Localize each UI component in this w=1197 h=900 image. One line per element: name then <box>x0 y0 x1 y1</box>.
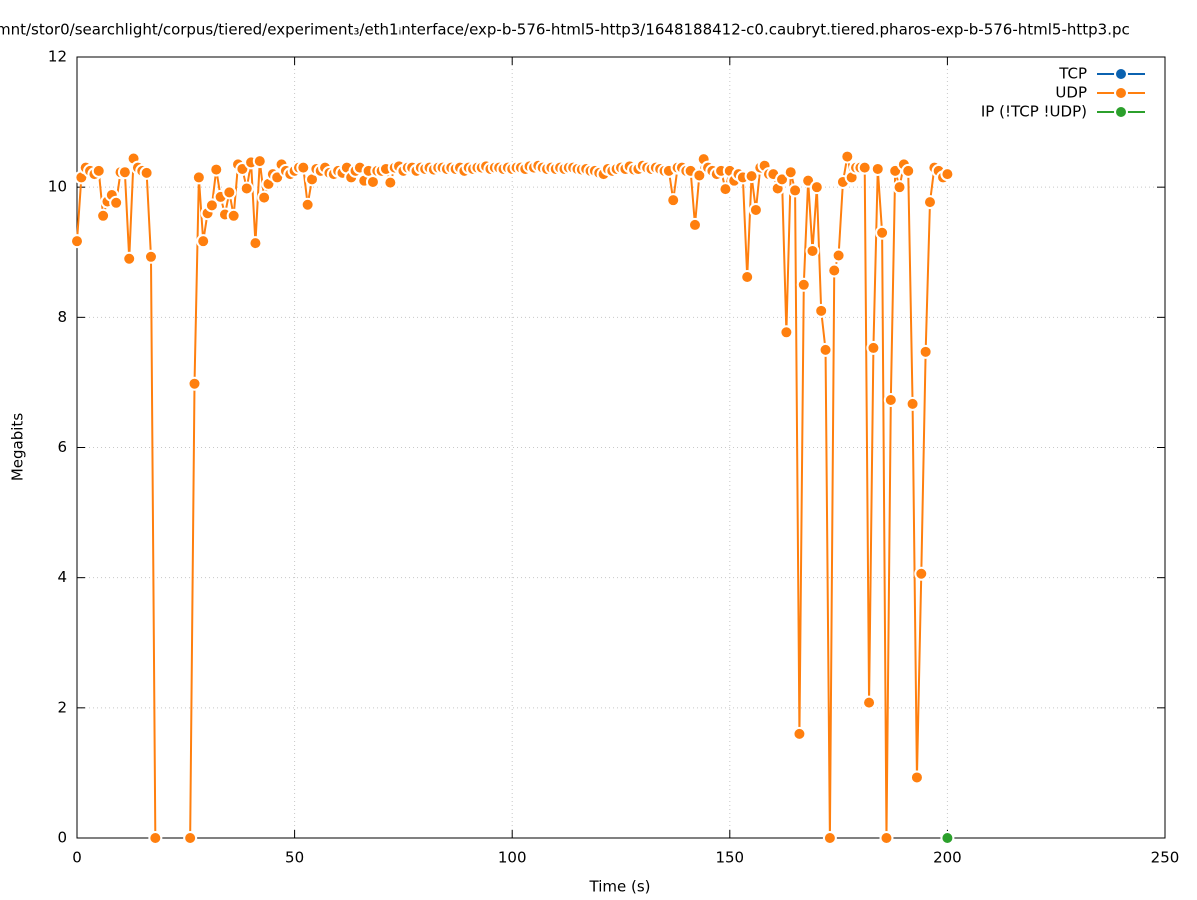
data-point <box>296 160 311 175</box>
legend-label: TCP <box>1058 65 1087 83</box>
data-point <box>117 165 132 180</box>
data-point <box>892 180 907 195</box>
y-tick-label: 12 <box>48 48 67 66</box>
data-point <box>818 342 833 357</box>
data-point <box>870 161 885 176</box>
x-tick-label: 100 <box>498 849 527 867</box>
x-tick-label: 150 <box>715 849 744 867</box>
x-tick-label: 200 <box>933 849 962 867</box>
data-point <box>204 198 219 213</box>
data-point <box>226 208 241 223</box>
data-point <box>666 193 681 208</box>
data-point <box>209 162 224 177</box>
data-point <box>740 269 755 284</box>
data-point <box>822 831 837 845</box>
chart-title: mnt/stor0/searchlight/corpus/tiered/expe… <box>0 21 1130 39</box>
data-point <box>143 249 158 264</box>
data-point <box>814 303 829 318</box>
data-point <box>805 243 820 258</box>
data-point <box>809 180 824 195</box>
data-point <box>940 831 955 845</box>
data-point <box>239 181 254 196</box>
y-tick-label: 2 <box>57 698 67 716</box>
data-point <box>252 154 267 169</box>
data-point <box>779 325 794 340</box>
data-point <box>792 726 807 741</box>
plot-frame <box>76 56 1166 839</box>
data-point <box>91 163 106 178</box>
x-tick-label: 50 <box>285 849 304 867</box>
legend-label: UDP <box>1055 84 1087 102</box>
x-tick-label: 0 <box>72 849 82 867</box>
legend-label: IP (!TCP !UDP) <box>981 103 1087 121</box>
data-point <box>901 163 916 178</box>
data-point <box>196 234 211 249</box>
data-point <box>191 170 206 185</box>
data-point <box>248 236 263 251</box>
data-point <box>840 149 855 164</box>
legend-marker <box>1114 86 1128 100</box>
y-tick-label: 10 <box>48 178 67 196</box>
data-point <box>718 182 733 197</box>
data-point <box>879 831 894 845</box>
data-point <box>857 160 872 175</box>
y-tick-label: 6 <box>57 438 67 456</box>
data-point <box>862 695 877 710</box>
data-point <box>831 248 846 263</box>
data-point <box>744 169 759 184</box>
data-point <box>222 185 237 200</box>
data-point <box>300 197 315 212</box>
data-point <box>827 263 842 278</box>
legend-marker <box>1114 105 1128 119</box>
data-point <box>883 392 898 407</box>
data-point <box>922 195 937 210</box>
data-point <box>139 165 154 180</box>
data-point <box>775 172 790 187</box>
y-tick-label: 0 <box>57 829 67 847</box>
data-point <box>918 344 933 359</box>
data-point <box>875 225 890 240</box>
y-axis-label: Megabits <box>9 413 27 481</box>
data-point <box>788 183 803 198</box>
data-point <box>796 277 811 292</box>
data-point <box>70 234 84 249</box>
y-tick-label: 8 <box>57 308 67 326</box>
data-point <box>909 770 924 785</box>
data-point <box>183 831 198 845</box>
data-point <box>692 168 707 183</box>
data-point <box>866 340 881 355</box>
data-point <box>96 208 111 223</box>
data-point <box>748 202 763 217</box>
data-point <box>940 167 955 182</box>
x-axis-label: Time (s) <box>589 878 651 896</box>
data-point <box>687 217 702 232</box>
data-point <box>905 396 920 411</box>
data-point <box>122 251 137 266</box>
data-point <box>257 190 272 205</box>
data-point <box>148 831 163 845</box>
data-point <box>783 165 798 180</box>
legend-marker <box>1114 67 1128 81</box>
data-point <box>383 175 398 190</box>
x-tick-label: 250 <box>1151 849 1180 867</box>
data-point <box>914 566 929 581</box>
data-point <box>109 195 124 210</box>
y-tick-label: 4 <box>57 568 67 586</box>
data-point <box>187 376 202 391</box>
